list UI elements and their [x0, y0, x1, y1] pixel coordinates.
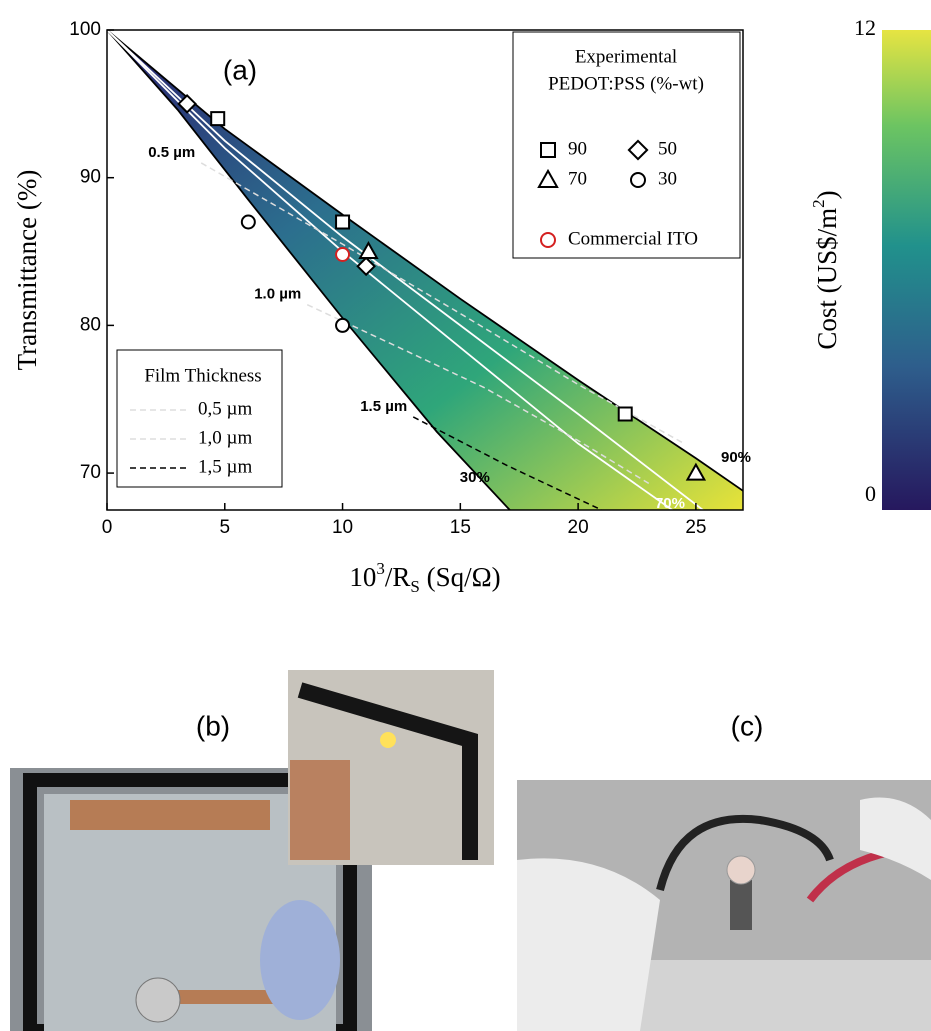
y-tick-label: 100 [69, 19, 101, 40]
colorbar [882, 30, 931, 510]
panel-label: (c) [731, 710, 764, 741]
colorbar-title-part: 2 [809, 199, 828, 208]
marker [541, 233, 555, 247]
colorbar-title: Cost (US$/m2) [809, 190, 842, 349]
marker [336, 216, 349, 229]
marker [242, 216, 255, 229]
x-tick-label: 0 [102, 517, 113, 538]
x-axis-title-part: 10 [349, 562, 376, 592]
legend-label: 50 [658, 138, 677, 159]
marker [211, 112, 224, 125]
thickness-legend-title: Film Thickness [144, 365, 261, 386]
x-axis-title-part: S [410, 577, 419, 596]
colorbar-title-part: Cost (US$/m [812, 208, 842, 350]
x-axis-title-part: 3 [376, 559, 385, 578]
x-tick-label: 10 [332, 517, 353, 538]
thickness-label: 0.5 µm [148, 144, 195, 161]
thickness-label: 1.5 µm [360, 398, 407, 415]
legend-label: 90 [568, 138, 587, 159]
x-tick-label: 25 [685, 517, 706, 538]
colorbar-title-part: ) [812, 190, 842, 199]
curve-label: 50% [617, 514, 647, 531]
thickness-legend-label: 0,5 µm [198, 398, 252, 419]
marker [541, 143, 555, 157]
legend-label: 30 [658, 168, 677, 189]
colorbar-tick-label: 0 [865, 481, 876, 506]
panel-label: (b) [196, 710, 230, 741]
photo-c [517, 780, 931, 1031]
figure: 30%90%70%50%0.5 µm1.0 µm1.5 µm0510152025… [0, 0, 931, 1031]
x-axis-title-part: /R [385, 562, 411, 592]
x-tick-label: 5 [219, 517, 230, 538]
legend-label: Commercial ITO [568, 228, 698, 249]
marker [336, 248, 349, 261]
curve-label: 30% [460, 469, 490, 486]
x-axis-title: 103/RS (Sq/Ω) [349, 559, 500, 596]
legend-label: 70 [568, 168, 587, 189]
y-tick-label: 70 [80, 462, 101, 483]
colorbar-tick-label: 12 [854, 15, 876, 40]
thickness-legend-label: 1,0 µm [198, 427, 252, 448]
thickness-label: 1.0 µm [254, 286, 301, 303]
marker [631, 173, 645, 187]
curve-label: 90% [721, 449, 751, 466]
panel-label: (a) [223, 54, 257, 85]
x-tick-label: 15 [450, 517, 471, 538]
y-tick-label: 80 [80, 314, 101, 335]
y-axis-title: Transmittance (%) [12, 170, 42, 371]
legend-title: Experimental [575, 46, 677, 67]
x-axis-title-part: (Sq/Ω) [420, 562, 501, 592]
thickness-legend-label: 1,5 µm [198, 456, 252, 477]
y-tick-label: 90 [80, 167, 101, 188]
photo-b [10, 670, 494, 1031]
marker [336, 319, 349, 332]
x-tick-label: 20 [568, 517, 589, 538]
legend-title: PEDOT:PSS (%-wt) [548, 73, 704, 94]
marker [619, 408, 632, 421]
